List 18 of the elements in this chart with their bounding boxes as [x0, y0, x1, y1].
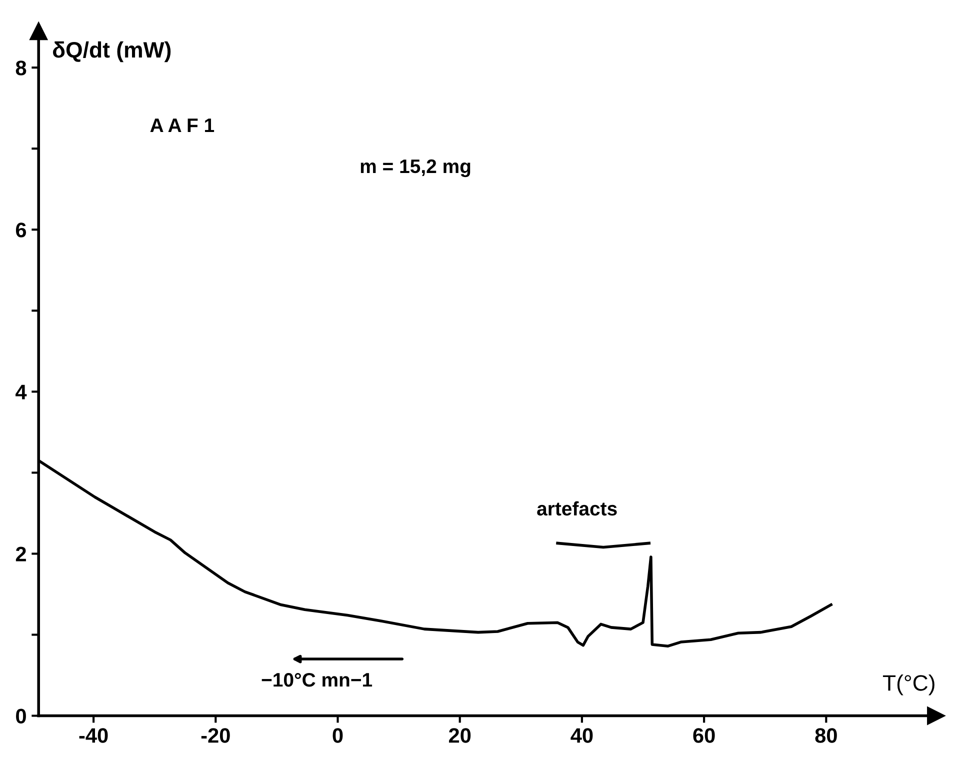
y-axis-title: δQ/dt (mW) [52, 41, 171, 62]
y-tick-label: 4 [16, 384, 27, 400]
x-tick-label: 40 [570, 728, 593, 743]
x-tick-label: -20 [201, 728, 230, 743]
annotation: artefacts [537, 501, 617, 516]
y-tick-label: 0 [16, 708, 26, 724]
x-axis-title: T(°C) [882, 674, 934, 696]
x-tick-label: 60 [693, 728, 715, 743]
y-tick-label: 2 [16, 546, 26, 562]
annotation: m = 15,2 mg [360, 159, 470, 178]
x-tick-label: -40 [79, 728, 108, 743]
x-tick-label: 20 [448, 728, 471, 743]
annotation: −10°C mn−1 [262, 672, 372, 687]
y-tick-label: 6 [16, 222, 26, 238]
y-tick-label: 8 [16, 60, 26, 76]
x-tick-label: 0 [332, 728, 343, 743]
x-tick-label: 80 [815, 728, 837, 743]
annotation: A A F 1 [150, 118, 214, 132]
